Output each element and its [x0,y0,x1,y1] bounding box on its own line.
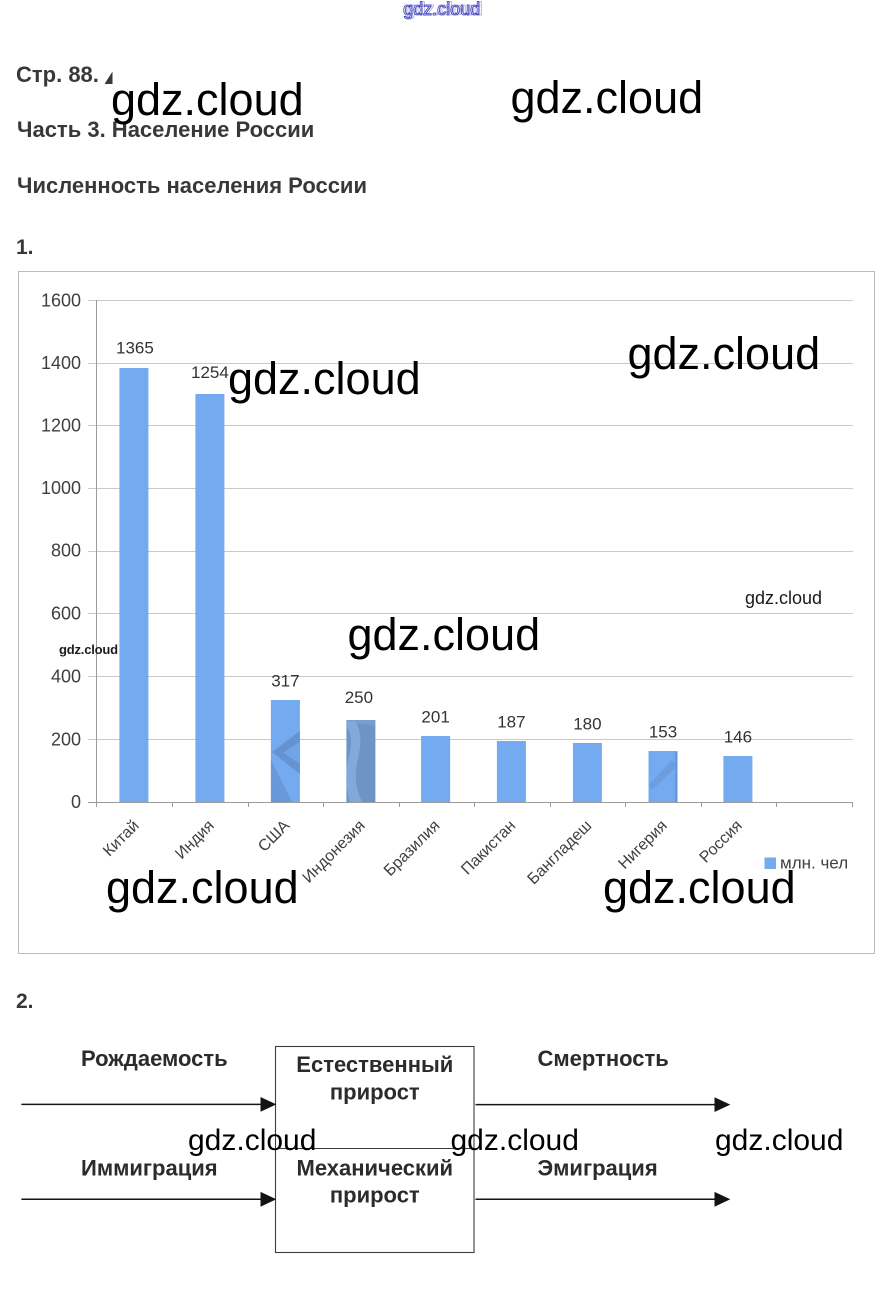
svg-text:Бангладеш: Бангладеш [524,817,595,888]
svg-text:Иммиграция: Иммиграция [81,1156,218,1181]
svg-text:146: 146 [724,728,752,747]
svg-text:Индонезия: Индонезия [300,817,369,886]
svg-text:Россия: Россия [697,817,746,866]
svg-text:153: 153 [649,723,677,742]
svg-text:400: 400 [51,667,81,687]
svg-text:1200: 1200 [41,416,81,436]
svg-text:Эмиграция: Эмиграция [538,1156,658,1181]
svg-text:Китай: Китай [100,817,143,860]
svg-text:Естественный: Естественный [296,1052,453,1077]
svg-text:Индия: Индия [172,817,217,862]
svg-text:1000: 1000 [41,478,81,498]
svg-text:США: США [255,817,293,855]
svg-text:Механический: Механический [297,1155,454,1180]
svg-text:250: 250 [345,688,373,707]
svg-text:1600: 1600 [41,291,81,311]
svg-text:Рождаемость: Рождаемость [81,1046,228,1071]
svg-text:млн. чел: млн. чел [780,854,848,873]
svg-text:1254: 1254 [191,363,229,382]
svg-text:1400: 1400 [41,353,81,373]
svg-text:0: 0 [71,792,81,812]
svg-text:Бразилия: Бразилия [381,817,443,879]
svg-text:201: 201 [421,707,449,726]
svg-text:прирост: прирост [330,1080,420,1105]
svg-text:Смертность: Смертность [538,1046,669,1071]
svg-text:Пакистан: Пакистан [458,817,519,878]
svg-text:180: 180 [573,714,601,733]
svg-text:600: 600 [51,604,81,624]
svg-text:1365: 1365 [116,339,154,358]
svg-text:прирост: прирост [330,1183,420,1208]
svg-text:200: 200 [51,730,81,750]
svg-text:187: 187 [497,712,525,731]
svg-text:800: 800 [51,541,81,561]
svg-text:317: 317 [271,671,299,690]
